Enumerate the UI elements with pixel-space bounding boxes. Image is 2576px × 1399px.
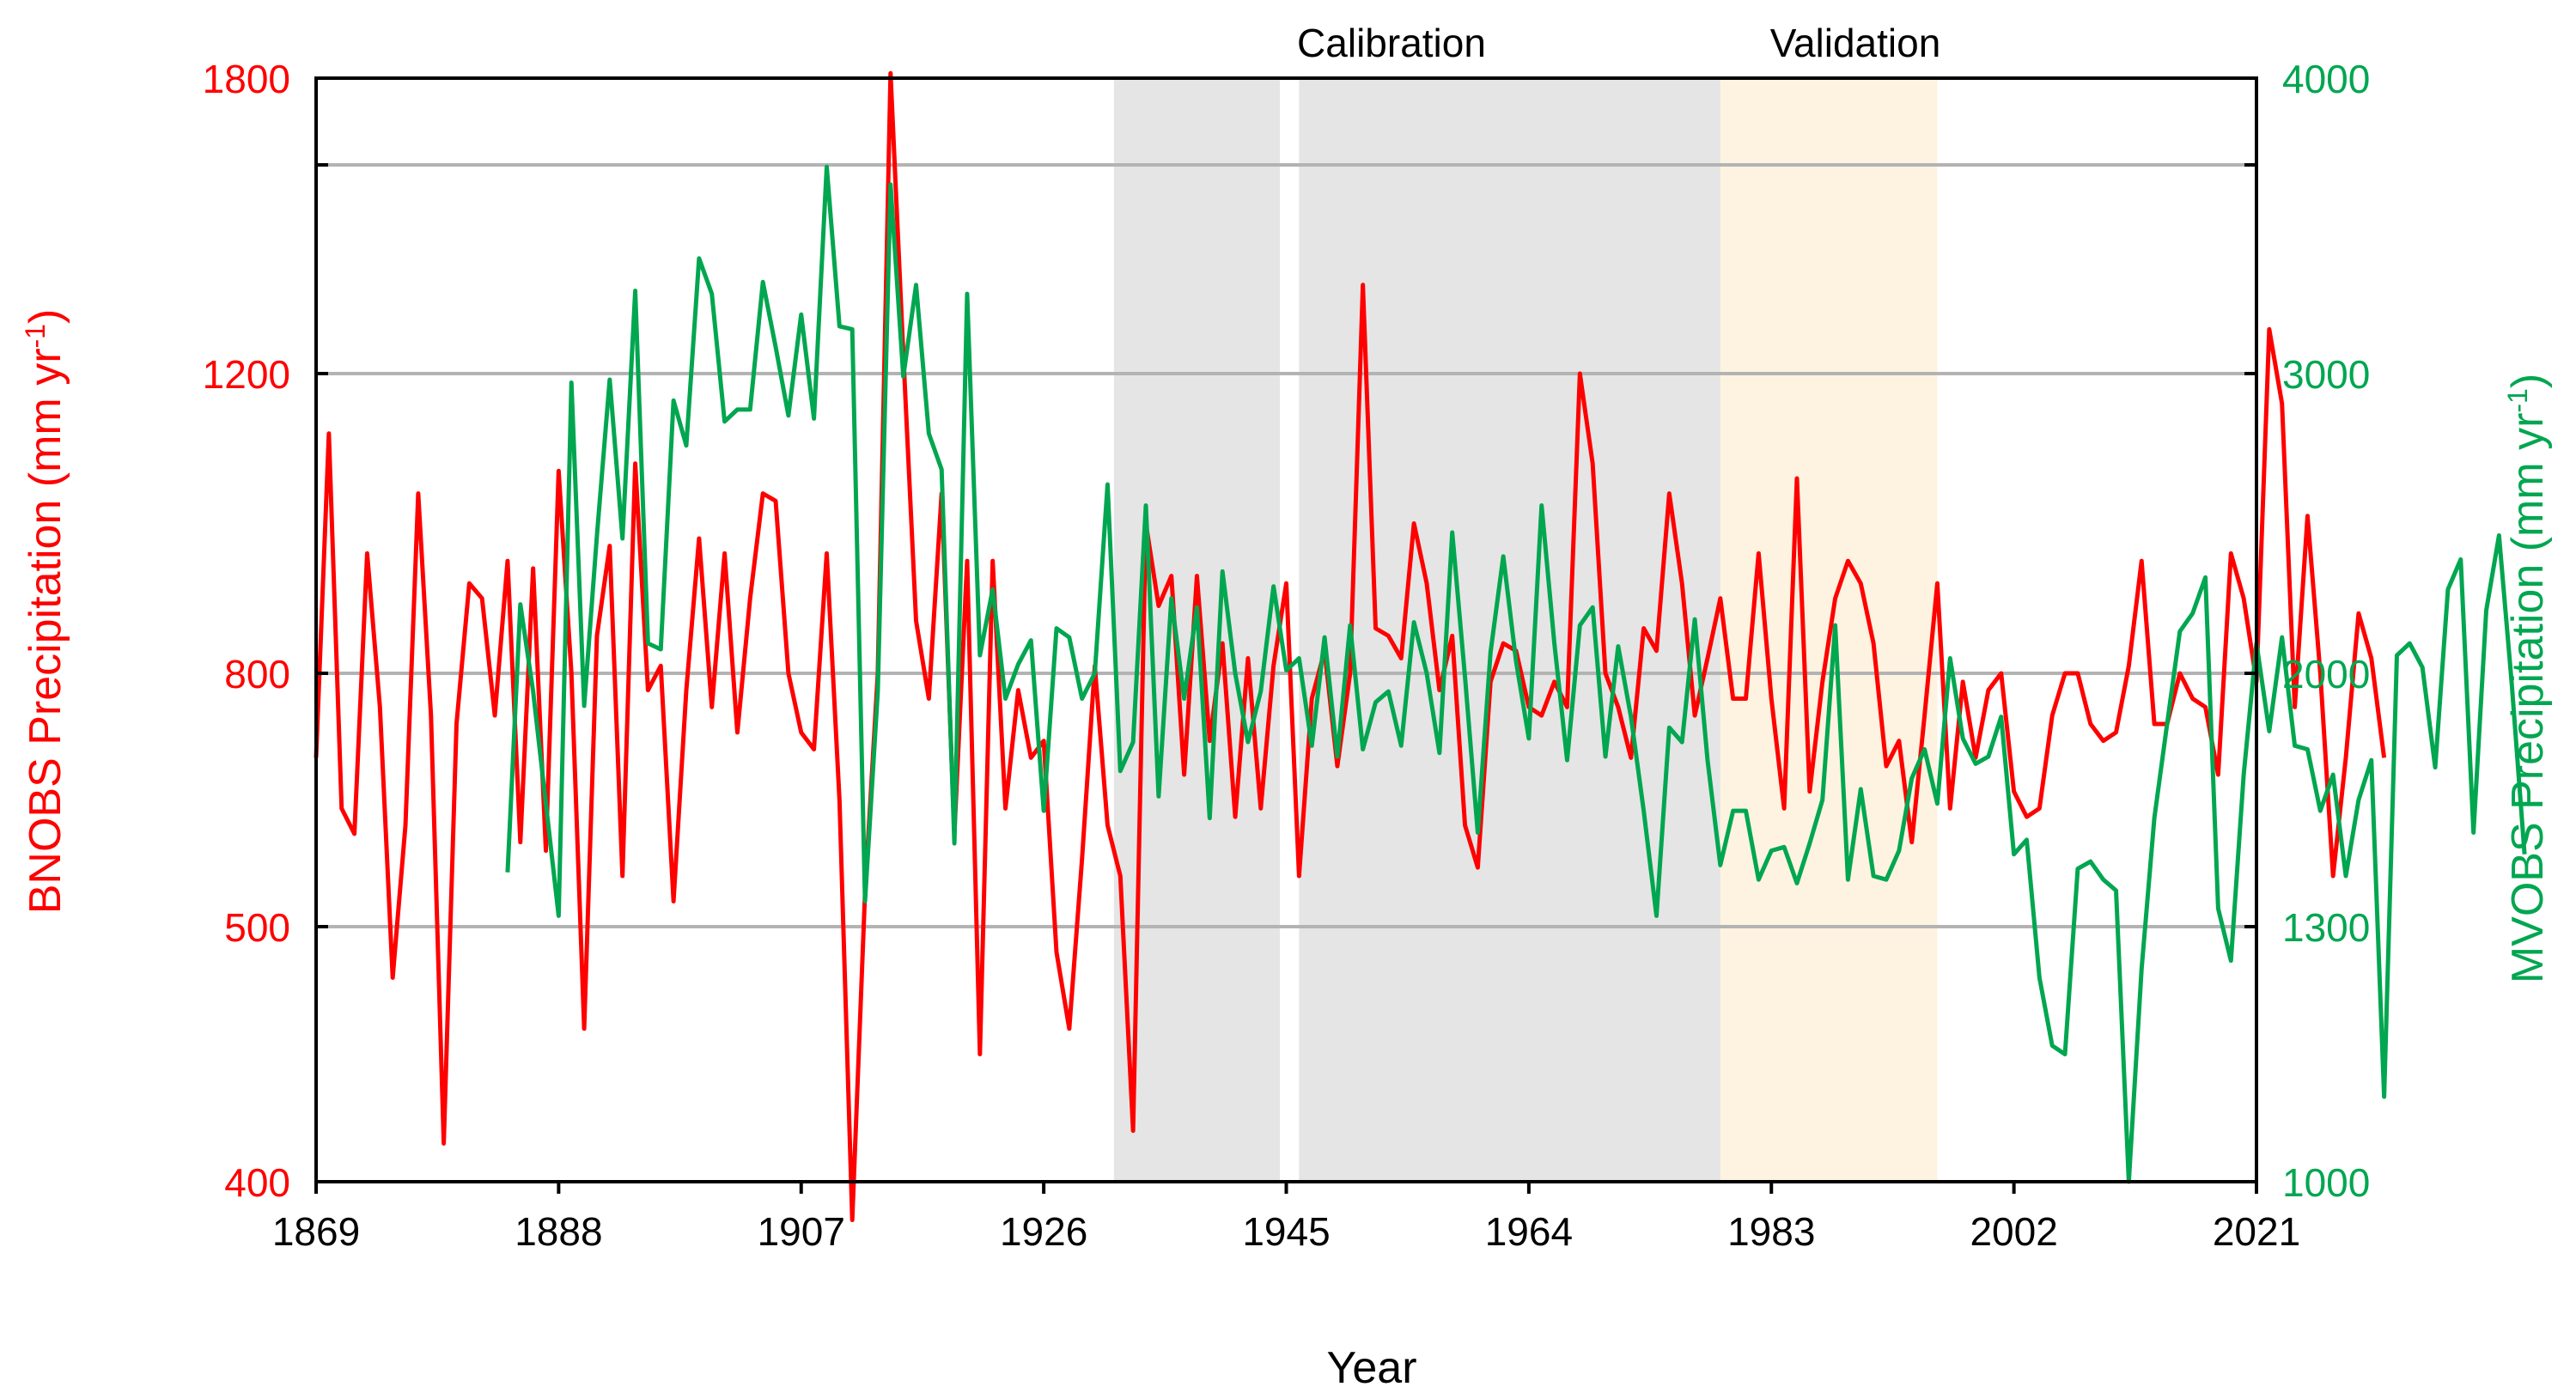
- x-tick-label-1964: 1964: [1485, 1209, 1573, 1254]
- left-tick-label-800: 800: [224, 652, 290, 696]
- x-tick-label-2002: 2002: [1970, 1209, 2057, 1254]
- mvobs-line: [505, 164, 2527, 1184]
- period-shading: [1113, 78, 1938, 1182]
- mvobs-series: [505, 164, 2527, 1184]
- right-tick-label-1300: 1300: [2282, 905, 2370, 950]
- region-label-validation: Validation: [1770, 21, 1941, 65]
- bnobs-line: [314, 70, 2387, 1223]
- x-tick-label-1983: 1983: [1727, 1209, 1815, 1254]
- bnobs-series: [314, 70, 2387, 1223]
- region-label-calibration: Calibration: [1297, 21, 1486, 65]
- x-axis-title: Year: [1326, 1343, 1416, 1393]
- x-tick-label-1945: 1945: [1242, 1209, 1330, 1254]
- x-tick-label-2021: 2021: [2213, 1209, 2300, 1254]
- x-tick-label-1869: 1869: [272, 1209, 360, 1254]
- x-tick-label-1907: 1907: [758, 1209, 845, 1254]
- plot-frame: [314, 76, 2258, 1194]
- right-tick-label-4000: 4000: [2282, 57, 2370, 101]
- right-tick-label-2000: 2000: [2282, 652, 2370, 696]
- left-tick-label-400: 400: [224, 1160, 290, 1205]
- right-axis-title: MVOBS Precipitation (mm yr-1): [2502, 374, 2553, 983]
- left-tick-label-1200: 1200: [203, 352, 290, 397]
- right-tick-label-1000: 1000: [2282, 1160, 2370, 1205]
- left-tick-label-1800: 1800: [203, 57, 290, 101]
- right-tick-label-3000: 3000: [2282, 352, 2370, 397]
- left-tick-label-500: 500: [224, 905, 290, 950]
- x-tick-label-1926: 1926: [1000, 1209, 1087, 1254]
- tick-labels: 1869 1888 1907 1926 1945 1964 1983 2002 2021 400 5…: [203, 57, 2371, 1254]
- region-calibration-1: [1299, 78, 1720, 1182]
- gridlines: [316, 163, 2256, 928]
- x-tick-label-1888: 1888: [515, 1209, 602, 1254]
- left-axis-title: BNOBS Precipitation (mm yr-1): [20, 309, 70, 915]
